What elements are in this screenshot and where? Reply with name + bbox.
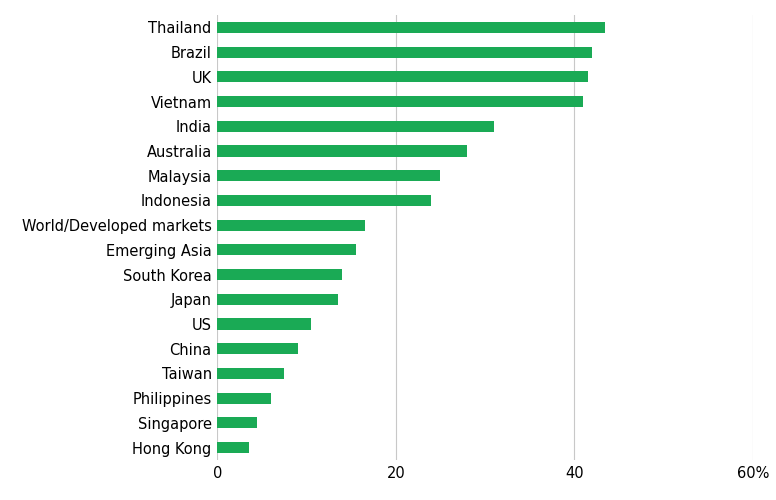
Bar xyxy=(217,392,271,404)
Bar xyxy=(217,71,587,83)
Bar xyxy=(217,195,431,206)
Bar xyxy=(217,418,258,428)
Bar xyxy=(217,269,342,280)
Bar xyxy=(217,220,365,230)
Bar xyxy=(217,244,355,256)
Bar xyxy=(217,442,248,453)
Bar xyxy=(217,46,592,58)
Bar xyxy=(217,96,584,107)
Bar xyxy=(217,22,605,33)
Bar xyxy=(217,343,298,354)
Bar xyxy=(217,318,311,330)
Bar xyxy=(217,294,338,305)
Bar xyxy=(217,120,494,132)
Bar xyxy=(217,146,467,156)
Bar xyxy=(217,170,441,181)
Bar xyxy=(217,368,284,379)
